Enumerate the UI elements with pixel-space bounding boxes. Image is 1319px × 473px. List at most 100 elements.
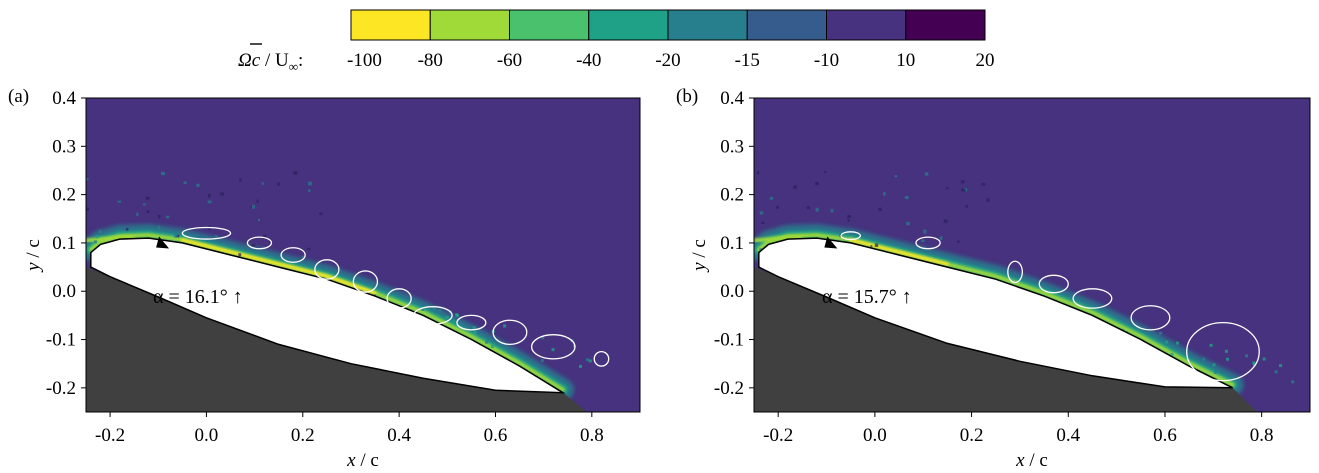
field-noise-dot: [759, 211, 764, 215]
field-noise-dot: [207, 200, 212, 204]
shear-noise-dot: [585, 358, 589, 362]
field-noise-dot: [175, 234, 180, 238]
panel-b-yticks: -0.2 -0.1 0.0 0.1 0.2 0.3 0.4: [714, 88, 754, 399]
field-noise-dot: [776, 205, 779, 209]
shear-noise-dot: [1252, 361, 1256, 365]
shear-noise-dot: [1291, 380, 1295, 384]
colorbar-swatch: [350, 9, 431, 41]
shear-layer-stub: [86, 234, 135, 243]
field-noise-dot: [761, 221, 765, 224]
vortex-contour: [1072, 288, 1113, 309]
field-noise-dot: [251, 244, 256, 247]
field-noise-dot: [830, 209, 834, 213]
panel-a-yticks: -0.2 -0.1 0.0 0.1 0.2 0.3 0.4: [46, 88, 86, 399]
field-noise-dot: [878, 207, 882, 212]
panel-a-xlabel: x / c: [346, 450, 379, 471]
panel-a-airfoil: [90, 237, 566, 394]
field-noise-dot: [981, 183, 986, 186]
y-tick-label: 0.2: [720, 185, 744, 206]
vortex-contour: [412, 306, 453, 325]
field-noise-dot: [157, 214, 161, 219]
shear-noise-dot: [445, 315, 449, 319]
field-noise-dot: [166, 215, 170, 219]
field-noise-dot: [986, 198, 990, 202]
y-tick-label: -0.1: [46, 330, 76, 351]
panel-b-vortex-contours: [840, 231, 1260, 382]
y-tick-label: 0.0: [720, 281, 744, 302]
field-noise-dot: [806, 206, 810, 210]
x-tick-label: 0.4: [387, 425, 411, 446]
field-noise-dot: [293, 171, 298, 175]
colorbar-tick-label: -60: [497, 50, 522, 71]
y-tick-label: -0.2: [46, 378, 76, 399]
shear-noise-dot: [437, 309, 441, 313]
y-tick-label: -0.1: [714, 330, 744, 351]
vortex-contour: [492, 319, 528, 346]
vortex-contour: [530, 334, 576, 360]
field-noise-dot: [239, 177, 242, 182]
shear-noise-dot: [1279, 364, 1283, 368]
colorbar: -100 -80 -60 -40 -20 -15 -10 10 20 Ωc / U∞:: [238, 9, 995, 74]
shear-noise-dot: [540, 359, 544, 363]
shear-noise-dot: [98, 230, 102, 234]
panel-b-xlabel: x / c: [1015, 450, 1048, 471]
y-tick-label: 0.0: [52, 281, 76, 302]
field-noise-dot: [261, 182, 264, 185]
panel-a-xlabel-rest: / c: [356, 450, 379, 471]
shear-noise-dot: [478, 333, 482, 337]
shear-noise-dot: [551, 348, 555, 352]
vortex-contour: [1130, 305, 1171, 331]
shear-noise-dot: [1274, 370, 1278, 374]
field-noise-dot: [146, 210, 150, 214]
vortex-contour: [352, 270, 379, 293]
shear-noise-dot: [473, 331, 477, 335]
colorbar-label: Ωc / U∞:: [238, 50, 303, 74]
x-tick-label: 0.0: [863, 425, 887, 446]
panel-b-label: (b): [676, 86, 698, 107]
colorbar-swatch: [826, 9, 907, 41]
panel-b-airfoil: [758, 237, 1233, 389]
x-tick-label: 0.6: [484, 425, 508, 446]
x-tick-label: 0.2: [960, 425, 984, 446]
y-tick-label: 0.2: [52, 185, 76, 206]
vortex-contour: [280, 247, 306, 263]
colorbar-swatch: [905, 9, 986, 41]
colorbar-label-rest: / U: [260, 50, 289, 71]
vortex-contour: [915, 236, 941, 250]
shear-noise-dot: [1176, 341, 1180, 345]
panel-a: (a) -0.2 0.0 0.2 0.4 0.6 0.8 -0.2 -0.1 0.0 0.1 0.…: [8, 86, 641, 471]
shear-noise-dot: [578, 364, 582, 368]
y-tick-label: 0.1: [52, 233, 76, 254]
colorbar-swatch: [746, 9, 827, 41]
field-noise-dot: [208, 193, 211, 198]
colorbar-tick-label: -80: [418, 50, 443, 71]
colorbar-tick-label: -15: [735, 50, 760, 71]
vortex-contour: [181, 226, 232, 240]
vortex-contour: [593, 350, 610, 367]
shear-noise-dot: [485, 340, 489, 344]
colorbar-label-colon: :: [298, 50, 303, 71]
vortex-contour: [456, 314, 487, 331]
panel-b-ylabel-main: y: [689, 262, 710, 273]
colorbar-label-main: Ωc: [238, 50, 261, 71]
vortex-contour: [1007, 260, 1023, 284]
vortex-contour: [314, 259, 340, 280]
field-noise-dot: [319, 212, 323, 215]
field-noise-dot: [961, 188, 964, 192]
shear-noise-dot: [455, 313, 459, 317]
field-noise-dot: [904, 195, 909, 200]
panel-b-xlabel-rest: / c: [1025, 450, 1048, 471]
panel-a-label: (a): [8, 86, 29, 107]
panel-a-ylabel: y / c: [23, 239, 44, 273]
panel-b: (b) -0.2 0.0 0.2 0.4 0.6 0.8 -0.2 -0.1 0.0 0.1 0.…: [676, 86, 1311, 471]
shear-layer-stub: [754, 234, 803, 243]
y-tick-label: -0.2: [714, 378, 744, 399]
shear-noise-dot: [93, 240, 97, 244]
field-noise-dot: [257, 218, 261, 222]
field-noise-dot: [183, 181, 187, 185]
shear-noise-dot: [1262, 357, 1266, 361]
field-noise-dot: [157, 225, 161, 230]
field-noise-dot: [847, 219, 850, 222]
field-noise-dot: [957, 240, 960, 243]
